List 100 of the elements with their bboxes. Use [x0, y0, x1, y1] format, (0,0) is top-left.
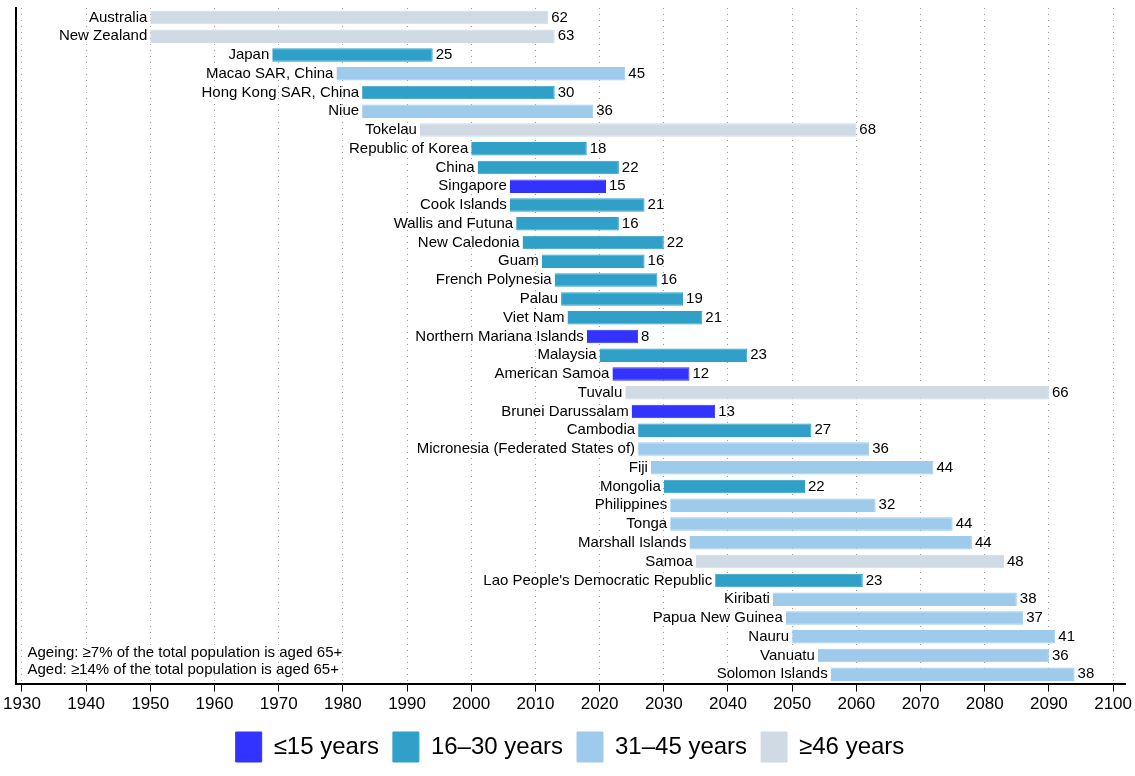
y-tick-label: Mongolia — [599, 476, 662, 494]
bar — [715, 573, 863, 588]
data-label: 27 — [814, 420, 832, 438]
data-label: 22 — [621, 157, 639, 175]
data-label: 68 — [859, 120, 877, 138]
y-tick-label: Macao SAR, China — [205, 63, 335, 81]
data-label: 44 — [974, 532, 992, 550]
data-label: 45 — [628, 63, 645, 81]
data-label: 23 — [750, 345, 767, 363]
bar — [830, 667, 1075, 681]
annotation: Aged: ≥14% of the total population is aged 65+ — [27, 659, 340, 677]
x-tick-label: 2100 — [1094, 694, 1133, 714]
annotation: Ageing: ≥7% of the total population is aged 65+ — [27, 642, 343, 660]
data-label: 37 — [1026, 608, 1043, 626]
bar — [638, 423, 812, 438]
bar — [272, 48, 433, 62]
y-tick-label: Micronesia (Federated States of) — [416, 439, 636, 457]
legend-label: 31–45 years — [615, 731, 748, 759]
y-tick-label: Guam — [497, 251, 539, 269]
data-label: 36 — [596, 101, 613, 119]
bar — [362, 104, 594, 118]
y-tick-label: Brunei Darussalam — [501, 401, 629, 419]
bar — [336, 66, 626, 81]
data-label: 44 — [955, 514, 973, 532]
data-label: 8 — [641, 326, 650, 344]
data-label: 63 — [557, 26, 575, 44]
data-label: 66 — [1051, 382, 1069, 400]
y-tick-label: Republic of Korea — [348, 138, 469, 156]
x-tick-label: 2030 — [644, 694, 683, 714]
y-tick-label: Hong Kong SAR, China — [201, 82, 360, 100]
data-label: 13 — [718, 401, 735, 419]
y-tick-label: Kiribati — [724, 589, 770, 607]
bar — [792, 629, 1056, 644]
bar — [509, 179, 607, 194]
bar — [650, 461, 934, 475]
y-tick-label: Niue — [328, 101, 360, 119]
data-label: 16 — [621, 213, 639, 231]
bar — [625, 385, 1049, 400]
x-tick-label: 1970 — [259, 694, 298, 714]
y-tick-label: Philippines — [594, 495, 668, 513]
x-tick-label: 2080 — [965, 694, 1004, 714]
data-label: 44 — [936, 457, 954, 475]
x-tick-label: 1980 — [323, 694, 362, 714]
bar — [541, 254, 645, 269]
data-label: 18 — [589, 138, 607, 156]
data-label: 21 — [705, 307, 722, 325]
y-tick-label: Fiji — [628, 457, 648, 475]
bar — [509, 198, 645, 212]
data-label: 23 — [865, 570, 883, 588]
bar — [695, 554, 1004, 569]
x-tick-label: 2020 — [580, 694, 619, 714]
y-tick-label: Cook Islands — [420, 195, 507, 213]
y-tick-label: Solomon Islands — [716, 664, 828, 682]
y-tick-label: Tokelau — [365, 120, 417, 138]
x-tick-label: 2050 — [773, 694, 812, 714]
bar — [638, 442, 870, 456]
bar — [471, 141, 587, 156]
y-tick-label: Samoa — [645, 551, 694, 569]
bar — [567, 310, 703, 325]
data-label: 22 — [808, 476, 825, 494]
bar — [516, 217, 619, 231]
data-label: 48 — [1006, 551, 1024, 569]
legend-label: ≥46 years — [799, 731, 905, 759]
bar — [362, 85, 555, 100]
y-tick-label: Northern Mariana Islands — [415, 326, 584, 344]
y-tick-label: French Polynesia — [435, 270, 553, 288]
data-label: 38 — [1019, 589, 1037, 607]
bar — [772, 592, 1017, 606]
data-label: 16 — [660, 270, 678, 288]
data-label: 36 — [872, 439, 889, 457]
legend-label: 16–30 years — [430, 731, 563, 759]
y-tick-label: Marshall Islands — [578, 532, 687, 550]
bar — [554, 273, 658, 287]
bar — [150, 10, 549, 25]
y-tick-label: Nauru — [748, 626, 790, 644]
bar — [631, 404, 716, 419]
y-tick-label: Singapore — [438, 176, 507, 194]
bar — [612, 367, 690, 381]
data-label: 38 — [1077, 664, 1095, 682]
data-label: 62 — [551, 7, 568, 25]
y-tick-label: Cambodia — [566, 420, 636, 438]
y-tick-label: New Zealand — [58, 26, 148, 44]
bar — [586, 329, 639, 344]
x-tick-label: 2060 — [837, 694, 876, 714]
y-tick-label: Vanuatu — [760, 645, 815, 663]
x-tick-label: 1940 — [67, 694, 106, 714]
data-label: 19 — [686, 289, 703, 307]
x-tick-label: 2090 — [1030, 694, 1068, 714]
data-label: 30 — [557, 82, 575, 100]
bar — [663, 479, 806, 494]
y-tick-label: New Caledonia — [417, 232, 521, 250]
y-tick-label: Tonga — [626, 514, 668, 532]
data-label: 25 — [435, 45, 453, 63]
data-label: 16 — [647, 251, 665, 269]
y-tick-label: Tuvalu — [577, 382, 623, 400]
y-tick-label: Papua New Guinea — [652, 608, 784, 626]
bar — [817, 648, 1049, 663]
bar — [150, 29, 555, 43]
y-tick-label: Viet Nam — [503, 307, 565, 325]
x-tick-label: 1950 — [131, 694, 170, 714]
